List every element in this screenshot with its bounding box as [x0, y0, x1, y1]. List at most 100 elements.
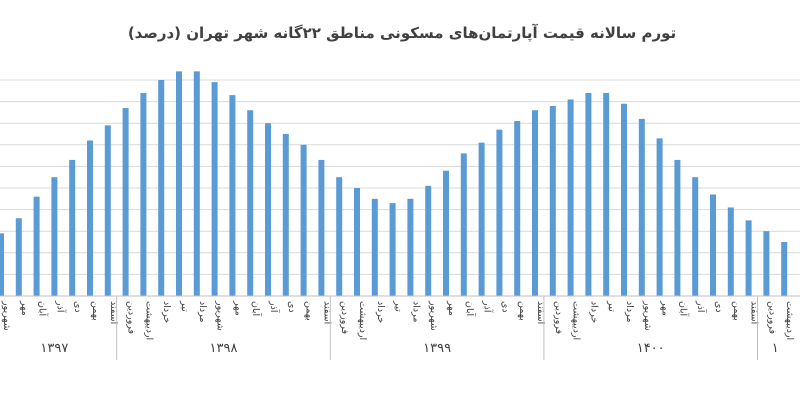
bar	[567, 99, 574, 296]
month-label: فروردین	[766, 301, 777, 334]
bar	[300, 144, 307, 296]
month-label: تیر	[606, 300, 617, 312]
bar	[336, 177, 343, 296]
month-label: تیر	[179, 300, 190, 312]
bar	[140, 92, 147, 297]
month-label: خرداد	[375, 301, 386, 323]
month-label: شهریور	[215, 300, 226, 331]
month-label: آبان	[37, 301, 50, 317]
month-label: بهمن	[731, 301, 742, 321]
bar	[0, 233, 4, 296]
bar	[478, 142, 485, 296]
month-label: دی	[713, 301, 724, 313]
bars	[0, 71, 788, 297]
month-label: اسفند	[108, 301, 119, 324]
month-label: فروردین	[553, 301, 564, 334]
bar	[265, 123, 271, 296]
month-label: شهریور	[642, 300, 653, 331]
month-label: آذر	[268, 300, 281, 313]
bar	[710, 194, 716, 296]
month-label: مهر	[232, 300, 243, 316]
bar	[763, 231, 770, 296]
bar	[33, 196, 40, 296]
month-label: شهریور	[1, 300, 12, 331]
month-label: آذر	[482, 300, 495, 313]
month-label: مهر	[660, 300, 671, 316]
month-label: دی	[72, 301, 83, 313]
year-labels: ۱۳۹۷ ۱۳۹۸ ۱۳۹۹ ۱۴۰۰ ۱	[40, 296, 779, 360]
month-label: خرداد	[588, 301, 599, 323]
bar	[781, 242, 788, 296]
bar	[407, 198, 414, 296]
month-label: آبان	[250, 301, 263, 317]
month-label: مرداد	[410, 301, 421, 322]
bar	[282, 134, 289, 296]
month-label: خرداد	[161, 301, 172, 323]
month-label: اردیبهشت	[571, 301, 582, 340]
month-label: مرداد	[624, 301, 635, 322]
month-label: اسفند	[749, 301, 760, 324]
month-label: فروردین	[339, 301, 350, 334]
bar	[514, 121, 521, 296]
bar	[354, 188, 360, 296]
bar	[674, 159, 681, 296]
bar	[122, 108, 129, 296]
month-label: بهمن	[304, 301, 315, 321]
month-label: اسفند	[535, 301, 546, 324]
bar	[692, 177, 699, 296]
bar	[425, 185, 432, 296]
year-label: ۱۳۹۷	[40, 341, 68, 356]
month-label: اردیبهشت	[784, 301, 795, 340]
bar	[193, 71, 200, 296]
bar	[158, 80, 165, 296]
bar	[603, 92, 610, 297]
month-label: مهر	[19, 300, 30, 316]
bar	[638, 118, 645, 296]
bar	[15, 218, 22, 296]
month-label: آبان	[677, 301, 690, 317]
bar	[318, 159, 325, 296]
month-label: آذر	[695, 300, 708, 313]
bar	[371, 198, 378, 296]
month-labels: شهریور مهر آبان آذر دی بهمن اسفند فروردین اردیبه…	[1, 300, 795, 340]
month-label: شهریور	[428, 300, 439, 331]
bar	[176, 71, 182, 296]
bar	[389, 203, 396, 296]
bar	[585, 92, 592, 297]
bar	[532, 110, 538, 297]
bar	[104, 125, 111, 296]
month-label: فروردین	[126, 301, 137, 334]
bar	[87, 140, 93, 296]
bar	[656, 138, 663, 296]
month-label: دی	[499, 301, 510, 313]
month-label: مرداد	[197, 301, 208, 322]
bar	[496, 129, 503, 296]
bar	[549, 105, 556, 296]
month-label: دی	[286, 301, 297, 313]
bar	[443, 170, 449, 296]
bar	[621, 103, 627, 296]
bar	[51, 177, 58, 296]
bar	[229, 95, 236, 297]
month-label: اردیبهشت	[143, 301, 154, 340]
month-label: بهمن	[90, 301, 101, 321]
chart-title: تورم سالانه قیمت آپارتمان‌های مسکونی منا…	[128, 24, 676, 43]
bar	[69, 159, 76, 296]
bar	[211, 82, 218, 296]
year-label: ۱۴۰۰	[637, 341, 665, 356]
month-label: تیر	[393, 300, 404, 312]
month-label: مهر	[446, 300, 457, 316]
month-label: اسفند	[321, 301, 332, 324]
bar	[727, 207, 734, 296]
month-label: بهمن	[517, 301, 528, 321]
month-label: اردیبهشت	[357, 301, 368, 340]
grid-lines	[0, 79, 800, 275]
bar	[460, 153, 467, 296]
month-label: آبان	[464, 301, 477, 317]
year-label: ۱	[772, 341, 779, 356]
bar	[745, 220, 752, 296]
year-label: ۱۳۹۹	[423, 341, 451, 356]
year-label: ۱۳۹۸	[210, 341, 238, 356]
month-label: آذر	[54, 300, 67, 313]
